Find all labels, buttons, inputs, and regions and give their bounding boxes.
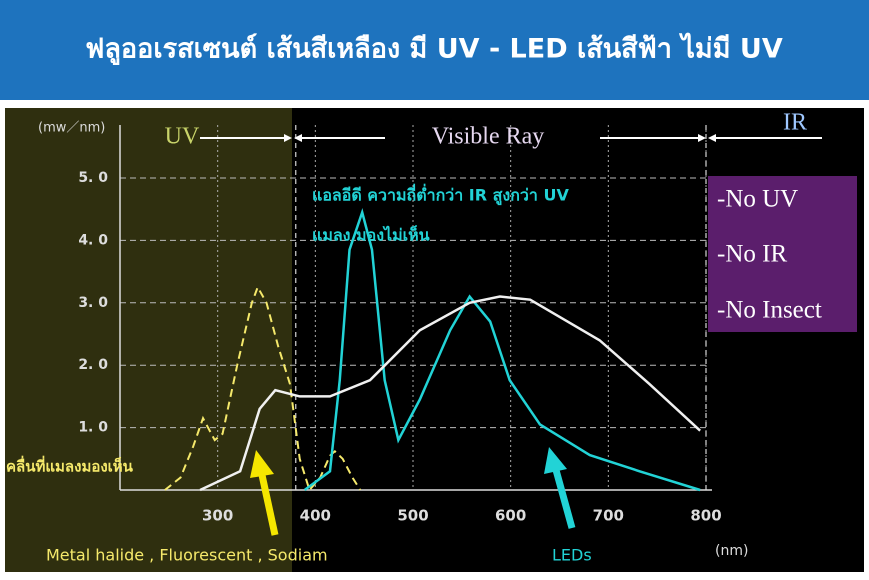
arrow-head xyxy=(250,450,274,478)
x-tick-label: 500 xyxy=(397,507,428,525)
grid xyxy=(120,125,707,490)
series-line xyxy=(164,284,362,493)
uv-zone xyxy=(5,108,292,572)
x-tick-label: 400 xyxy=(300,507,331,525)
x-unit: (nm) xyxy=(715,543,748,559)
arrow-head xyxy=(544,447,567,474)
series-label: Metal halide , Fluorescent , Sodiam xyxy=(46,546,328,565)
region-label: Visible Ray xyxy=(432,124,545,150)
y-tick-label: 5. 0 xyxy=(78,170,108,186)
legend-box xyxy=(708,176,857,332)
series-label: LEDs xyxy=(552,546,592,565)
chart-title: ฟลูออเรสเซนต์ เส้นสีเหลือง มี UV - LED เ… xyxy=(85,33,783,66)
legend-item: -No UV xyxy=(717,186,798,213)
annotation: คลื่นที่แมลงมองเห็น xyxy=(6,456,134,476)
annotation: แอลอีดี ความถี่ต่ำกว่า IR สูงกว่า UV xyxy=(312,184,569,207)
y-tick-label: 3. 0 xyxy=(78,295,108,311)
region-label: IR xyxy=(783,110,807,136)
pointer-arrow xyxy=(552,469,576,529)
x-tick-label: 700 xyxy=(593,507,624,525)
x-tick-label: 800 xyxy=(690,507,721,525)
pointer-arrow xyxy=(258,474,279,536)
x-tick-label: 300 xyxy=(202,507,233,525)
series-line xyxy=(303,207,701,492)
arrow-head xyxy=(294,134,302,142)
y-tick-label: 1. 0 xyxy=(78,420,108,436)
arrow-head xyxy=(708,134,716,142)
y-tick-label: 4. 0 xyxy=(78,232,108,248)
legend-item: -No Insect xyxy=(717,297,822,324)
legend-item: -No IR xyxy=(717,241,787,268)
arrow-head xyxy=(284,134,292,142)
arrow-head xyxy=(698,134,706,142)
banner xyxy=(0,0,869,100)
annotation: แมลง มองไม่เห็น xyxy=(312,224,430,245)
curves xyxy=(164,207,701,493)
x-tick-label: 600 xyxy=(495,507,526,525)
series-line xyxy=(199,295,701,492)
region-label: UV xyxy=(165,124,200,150)
y-tick-label: 2. 0 xyxy=(78,357,108,373)
y-unit: (mw／nm) xyxy=(38,121,105,136)
